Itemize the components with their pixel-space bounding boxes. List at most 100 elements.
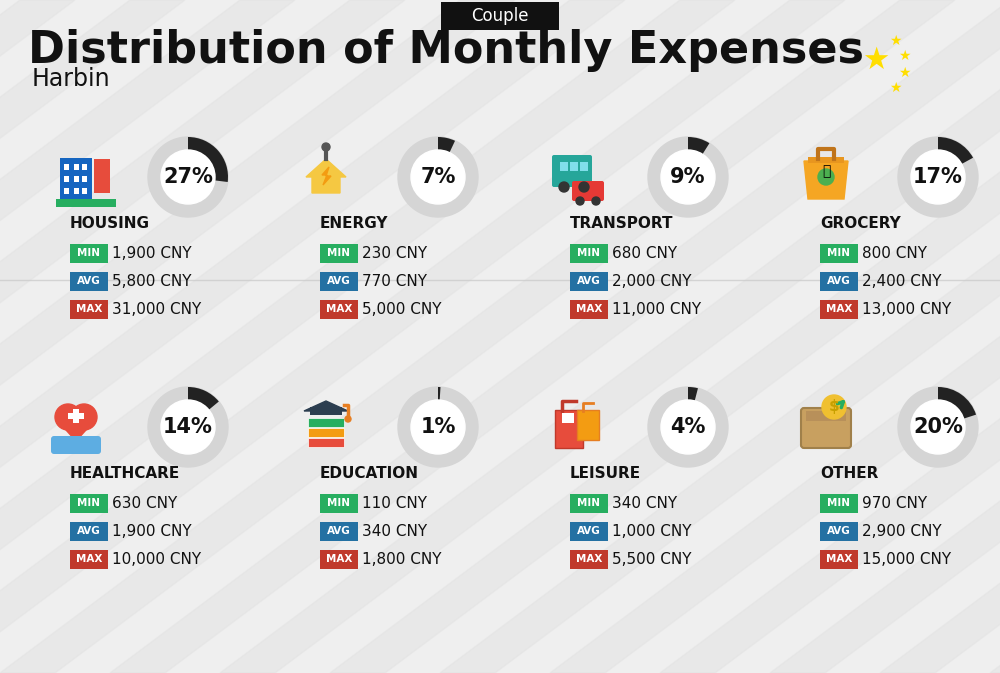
Polygon shape — [804, 161, 848, 199]
FancyBboxPatch shape — [570, 244, 608, 262]
Circle shape — [911, 150, 965, 204]
Circle shape — [818, 169, 834, 185]
Circle shape — [398, 387, 478, 467]
Circle shape — [71, 404, 97, 430]
Polygon shape — [440, 0, 1000, 673]
Polygon shape — [660, 0, 1000, 673]
Wedge shape — [438, 387, 441, 400]
Circle shape — [161, 400, 215, 454]
Polygon shape — [0, 0, 735, 673]
Text: 🥦: 🥦 — [822, 164, 830, 178]
Text: AVG: AVG — [77, 526, 101, 536]
Circle shape — [345, 416, 351, 422]
FancyBboxPatch shape — [820, 244, 858, 262]
Polygon shape — [0, 0, 295, 673]
Text: MAX: MAX — [76, 304, 102, 314]
FancyBboxPatch shape — [320, 271, 358, 291]
Text: 14%: 14% — [163, 417, 213, 437]
FancyBboxPatch shape — [56, 199, 116, 207]
Text: ★: ★ — [862, 46, 889, 75]
Text: 4%: 4% — [670, 417, 706, 437]
Text: 9%: 9% — [670, 167, 706, 187]
Text: 1,900 CNY: 1,900 CNY — [112, 524, 192, 538]
FancyBboxPatch shape — [820, 522, 858, 540]
Text: Couple: Couple — [471, 7, 529, 25]
FancyBboxPatch shape — [801, 408, 851, 448]
Text: 110 CNY: 110 CNY — [362, 495, 427, 511]
Text: 770 CNY: 770 CNY — [362, 273, 427, 289]
Text: 15,000 CNY: 15,000 CNY — [862, 551, 951, 567]
Text: HOUSING: HOUSING — [70, 215, 150, 230]
FancyBboxPatch shape — [820, 493, 858, 513]
Polygon shape — [550, 0, 1000, 673]
Polygon shape — [880, 0, 1000, 673]
Text: MIN: MIN — [78, 248, 100, 258]
FancyBboxPatch shape — [64, 188, 69, 194]
Circle shape — [898, 387, 978, 467]
Text: AVG: AVG — [327, 276, 351, 286]
FancyBboxPatch shape — [570, 162, 578, 171]
Wedge shape — [688, 137, 709, 154]
Text: TRANSPORT: TRANSPORT — [570, 215, 674, 230]
FancyBboxPatch shape — [64, 164, 69, 170]
FancyBboxPatch shape — [441, 2, 559, 30]
Text: 230 CNY: 230 CNY — [362, 246, 427, 260]
FancyBboxPatch shape — [806, 411, 846, 421]
Circle shape — [148, 387, 228, 467]
Polygon shape — [0, 0, 75, 673]
FancyBboxPatch shape — [820, 549, 858, 569]
Text: MIN: MIN — [578, 248, 600, 258]
Text: MAX: MAX — [826, 304, 852, 314]
Polygon shape — [0, 0, 405, 673]
Text: 800 CNY: 800 CNY — [862, 246, 927, 260]
FancyBboxPatch shape — [82, 188, 87, 194]
FancyBboxPatch shape — [320, 549, 358, 569]
FancyBboxPatch shape — [82, 164, 87, 170]
Polygon shape — [110, 0, 1000, 673]
Text: AVG: AVG — [77, 276, 101, 286]
FancyBboxPatch shape — [64, 176, 69, 182]
Text: 31,000 CNY: 31,000 CNY — [112, 302, 201, 316]
Polygon shape — [0, 0, 955, 673]
FancyBboxPatch shape — [70, 549, 108, 569]
FancyBboxPatch shape — [552, 155, 592, 187]
FancyBboxPatch shape — [570, 299, 608, 318]
Text: AVG: AVG — [327, 526, 351, 536]
Circle shape — [161, 150, 215, 204]
Circle shape — [55, 404, 81, 430]
FancyBboxPatch shape — [74, 188, 79, 194]
Wedge shape — [688, 387, 698, 401]
Text: LEISURE: LEISURE — [570, 466, 641, 481]
Polygon shape — [0, 0, 515, 673]
FancyBboxPatch shape — [73, 409, 79, 423]
Text: MAX: MAX — [576, 554, 602, 564]
Text: 1,900 CNY: 1,900 CNY — [112, 246, 192, 260]
Text: AVG: AVG — [577, 526, 601, 536]
Text: GROCERY: GROCERY — [820, 215, 901, 230]
Text: 27%: 27% — [163, 167, 213, 187]
Text: 1%: 1% — [420, 417, 456, 437]
FancyBboxPatch shape — [320, 493, 358, 513]
Text: MAX: MAX — [326, 304, 352, 314]
FancyBboxPatch shape — [555, 410, 583, 448]
Polygon shape — [0, 0, 845, 673]
FancyBboxPatch shape — [580, 162, 588, 171]
Text: 5,500 CNY: 5,500 CNY — [612, 551, 692, 567]
Circle shape — [148, 137, 228, 217]
Text: Harbin: Harbin — [32, 67, 111, 91]
FancyBboxPatch shape — [820, 299, 858, 318]
Circle shape — [648, 387, 728, 467]
FancyBboxPatch shape — [572, 181, 604, 201]
FancyBboxPatch shape — [570, 493, 608, 513]
Polygon shape — [0, 0, 185, 673]
Text: OTHER: OTHER — [820, 466, 878, 481]
Text: MIN: MIN — [828, 248, 850, 258]
Text: ENERGY: ENERGY — [320, 215, 388, 230]
Wedge shape — [188, 137, 228, 182]
FancyBboxPatch shape — [70, 271, 108, 291]
FancyBboxPatch shape — [577, 410, 599, 440]
Text: MIN: MIN — [328, 498, 351, 508]
Text: 630 CNY: 630 CNY — [112, 495, 177, 511]
Polygon shape — [56, 419, 96, 441]
FancyBboxPatch shape — [94, 159, 110, 193]
